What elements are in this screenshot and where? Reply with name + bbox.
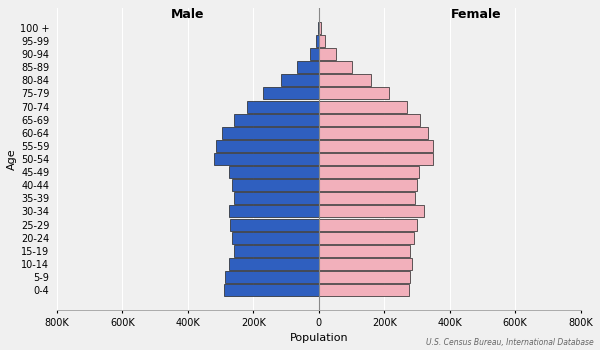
Bar <box>319 100 407 113</box>
Bar <box>319 74 371 86</box>
Bar <box>319 127 428 139</box>
Bar <box>224 284 319 296</box>
Y-axis label: Age: Age <box>7 148 17 170</box>
Bar <box>215 140 319 152</box>
Bar <box>319 88 389 99</box>
Bar <box>233 114 319 126</box>
Bar <box>319 114 420 126</box>
Bar <box>319 245 410 257</box>
Bar <box>247 100 319 113</box>
Bar <box>229 205 319 217</box>
Bar <box>319 166 419 178</box>
Text: Male: Male <box>171 8 205 21</box>
Bar <box>316 35 319 47</box>
Bar <box>319 284 409 296</box>
Bar <box>319 271 410 283</box>
Bar <box>319 35 325 47</box>
Bar <box>233 245 319 257</box>
Bar <box>319 48 336 60</box>
Bar <box>319 179 417 191</box>
Bar <box>226 271 319 283</box>
Bar <box>319 140 433 152</box>
Bar <box>233 192 319 204</box>
Bar <box>229 166 319 178</box>
Bar <box>222 127 319 139</box>
X-axis label: Population: Population <box>289 333 348 343</box>
Bar <box>319 192 415 204</box>
Bar <box>319 153 433 165</box>
Bar <box>232 232 319 244</box>
Bar <box>319 232 414 244</box>
Bar <box>319 218 417 231</box>
Bar <box>318 22 319 34</box>
Bar <box>319 61 352 73</box>
Text: Female: Female <box>451 8 501 21</box>
Bar <box>310 48 319 60</box>
Bar <box>230 218 319 231</box>
Bar <box>319 205 424 217</box>
Bar <box>319 258 412 270</box>
Bar <box>319 22 321 34</box>
Bar <box>214 153 319 165</box>
Bar <box>232 179 319 191</box>
Bar <box>229 258 319 270</box>
Text: U.S. Census Bureau, International Database: U.S. Census Bureau, International Databa… <box>426 337 594 346</box>
Bar <box>281 74 319 86</box>
Bar <box>298 61 319 73</box>
Bar <box>263 88 319 99</box>
